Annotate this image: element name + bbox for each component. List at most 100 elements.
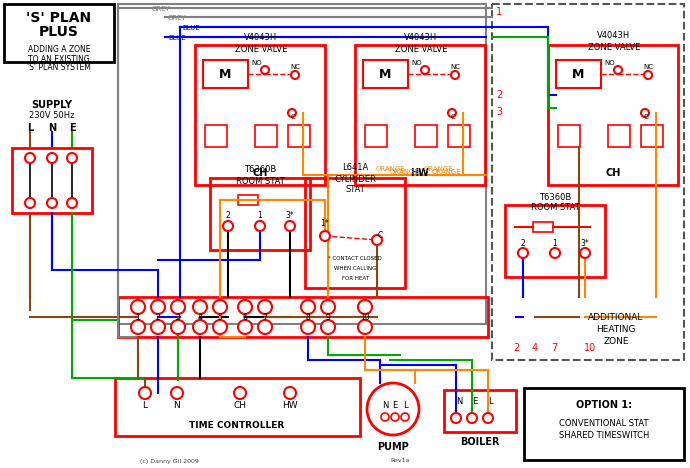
- Circle shape: [381, 413, 389, 421]
- Text: 5: 5: [217, 313, 222, 322]
- Circle shape: [25, 198, 35, 208]
- Circle shape: [614, 66, 622, 74]
- Text: PLUS: PLUS: [39, 25, 79, 39]
- Bar: [505, 205, 605, 277]
- Circle shape: [131, 320, 145, 334]
- Circle shape: [321, 320, 335, 334]
- Text: 7: 7: [263, 313, 268, 322]
- Text: ZONE: ZONE: [603, 337, 629, 346]
- Text: Rev1a: Rev1a: [391, 459, 410, 463]
- Circle shape: [372, 235, 382, 245]
- Text: ZONE VALVE: ZONE VALVE: [588, 43, 640, 51]
- Text: SHARED TIMESWITCH: SHARED TIMESWITCH: [559, 431, 649, 440]
- Circle shape: [358, 300, 372, 314]
- Circle shape: [151, 300, 165, 314]
- Text: E: E: [393, 401, 397, 410]
- Text: GREY: GREY: [152, 6, 170, 12]
- Circle shape: [483, 413, 493, 423]
- Bar: [118, 297, 488, 337]
- Text: CYLINDER: CYLINDER: [334, 176, 376, 184]
- Text: CH: CH: [605, 168, 621, 178]
- Circle shape: [261, 66, 269, 74]
- Text: PUMP: PUMP: [377, 442, 409, 452]
- Text: NC: NC: [450, 64, 460, 70]
- Text: TO AN EXISTING: TO AN EXISTING: [28, 54, 90, 64]
- Circle shape: [580, 248, 590, 258]
- Circle shape: [358, 320, 372, 334]
- Text: 2: 2: [226, 212, 230, 220]
- Text: BLUE: BLUE: [168, 35, 186, 41]
- Circle shape: [223, 221, 233, 231]
- Text: ZONE VALVE: ZONE VALVE: [395, 45, 447, 54]
- Bar: [355, 45, 485, 185]
- Circle shape: [171, 300, 185, 314]
- Circle shape: [47, 153, 57, 163]
- Bar: [492, 4, 684, 360]
- Text: FOR HEAT: FOR HEAT: [342, 276, 368, 280]
- Circle shape: [151, 320, 165, 334]
- Text: CH: CH: [253, 168, 268, 178]
- Circle shape: [321, 300, 335, 314]
- Text: C: C: [290, 114, 295, 120]
- Bar: [4, 4, 114, 62]
- Text: 2: 2: [521, 239, 525, 248]
- Text: M: M: [572, 67, 584, 80]
- Bar: [608, 125, 630, 147]
- Circle shape: [193, 300, 207, 314]
- Circle shape: [258, 320, 272, 334]
- Text: NO: NO: [252, 60, 262, 66]
- Text: ORANGE: ORANGE: [375, 166, 405, 172]
- Circle shape: [291, 71, 299, 79]
- Text: N: N: [48, 123, 56, 133]
- Circle shape: [171, 387, 183, 399]
- Text: M: M: [219, 67, 231, 80]
- Bar: [444, 390, 516, 432]
- Text: 1: 1: [553, 239, 558, 248]
- Circle shape: [421, 66, 429, 74]
- Text: 6: 6: [243, 313, 248, 322]
- Text: C: C: [644, 114, 649, 120]
- Text: 2: 2: [496, 90, 502, 100]
- Text: 10: 10: [584, 343, 596, 353]
- Text: E: E: [472, 397, 477, 407]
- Circle shape: [258, 300, 272, 314]
- Bar: [195, 45, 325, 185]
- Bar: [255, 125, 277, 147]
- Text: N: N: [456, 397, 462, 407]
- Bar: [118, 4, 486, 324]
- Text: NC: NC: [643, 64, 653, 70]
- Text: 'S' PLAN SYSTEM: 'S' PLAN SYSTEM: [27, 64, 91, 73]
- Text: HW: HW: [282, 402, 298, 410]
- Circle shape: [67, 153, 77, 163]
- Bar: [533, 222, 553, 232]
- Circle shape: [301, 320, 315, 334]
- Text: T6360B: T6360B: [539, 192, 571, 202]
- Text: 2: 2: [156, 313, 160, 322]
- Text: M: M: [379, 67, 391, 80]
- Text: HEATING: HEATING: [596, 326, 635, 335]
- Bar: [363, 60, 408, 88]
- Circle shape: [67, 198, 77, 208]
- Circle shape: [213, 320, 227, 334]
- Circle shape: [644, 71, 652, 79]
- Text: L: L: [27, 123, 33, 133]
- Text: 1: 1: [257, 212, 262, 220]
- Circle shape: [301, 300, 315, 314]
- Bar: [365, 125, 387, 147]
- Bar: [305, 178, 405, 288]
- Text: ADDING A ZONE: ADDING A ZONE: [28, 45, 90, 54]
- Text: 3*: 3*: [286, 212, 295, 220]
- Text: 8: 8: [306, 313, 310, 322]
- Circle shape: [288, 109, 296, 117]
- Text: WHEN CALLING: WHEN CALLING: [334, 265, 376, 271]
- Text: 4: 4: [532, 343, 538, 353]
- Text: HW: HW: [411, 168, 429, 178]
- Circle shape: [255, 221, 265, 231]
- Text: ZONE VALVE: ZONE VALVE: [235, 45, 287, 54]
- Text: N: N: [382, 401, 388, 410]
- Text: E: E: [69, 123, 75, 133]
- Circle shape: [467, 413, 477, 423]
- Text: STAT: STAT: [345, 185, 365, 195]
- Circle shape: [213, 300, 227, 314]
- Text: 10: 10: [360, 313, 370, 322]
